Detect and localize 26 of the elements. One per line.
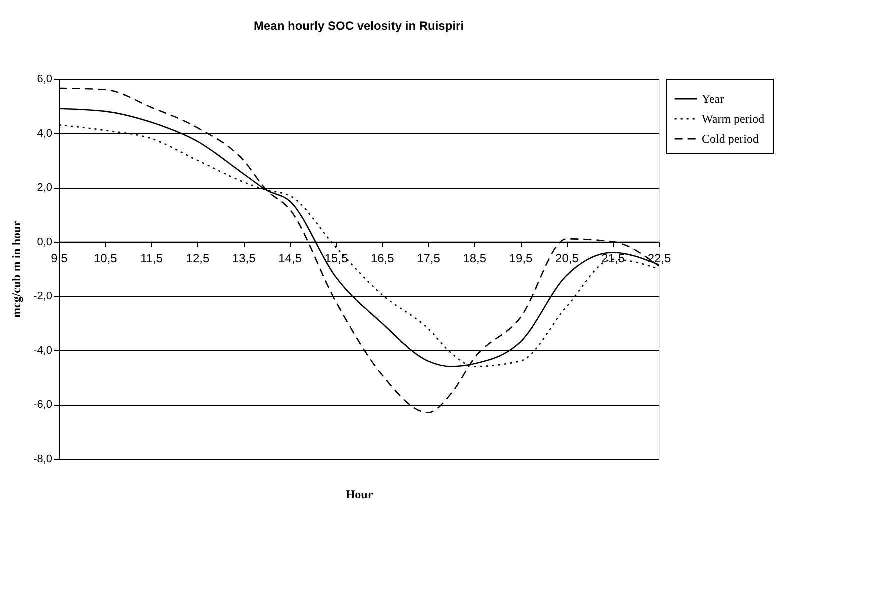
x-tick-label: 12,5 (186, 251, 210, 266)
legend-label: Year (702, 92, 724, 106)
x-tick-label: 10,5 (94, 251, 118, 266)
y-tick-label: -6,0 (34, 399, 52, 412)
y-tick-label: 4,0 (37, 128, 52, 140)
x-tick-label: 14,5 (278, 251, 302, 266)
y-tick-label: -2,0 (34, 290, 52, 303)
x-tick-label: 17,5 (417, 251, 441, 266)
x-tick-label: 21,5 (602, 251, 626, 266)
legend-label: Cold period (702, 132, 759, 146)
x-tick-label: 16,5 (370, 251, 395, 266)
x-tick-label: 13,5 (232, 251, 256, 266)
y-tick-label: 0,0 (37, 236, 52, 248)
y-axis-title: mcg/cub m in hour (10, 220, 24, 318)
x-tick-label: 20,5 (556, 251, 580, 266)
x-tick-label: 11,5 (140, 251, 164, 266)
y-tick-label: -8,0 (34, 454, 52, 466)
x-tick-label: 15,5 (324, 251, 348, 266)
y-tick-label: 2,0 (37, 182, 52, 194)
y-tick-label: 6,0 (37, 74, 52, 86)
y-tick-label: -4,0 (34, 344, 52, 357)
x-tick-label: 18,5 (463, 251, 487, 266)
chart-title: Mean hourly SOC velosity in Ruispiri (254, 19, 464, 33)
legend-label: Warm period (702, 112, 765, 126)
x-tick-label: 19,5 (509, 251, 534, 266)
x-axis-title: Hour (346, 488, 374, 502)
